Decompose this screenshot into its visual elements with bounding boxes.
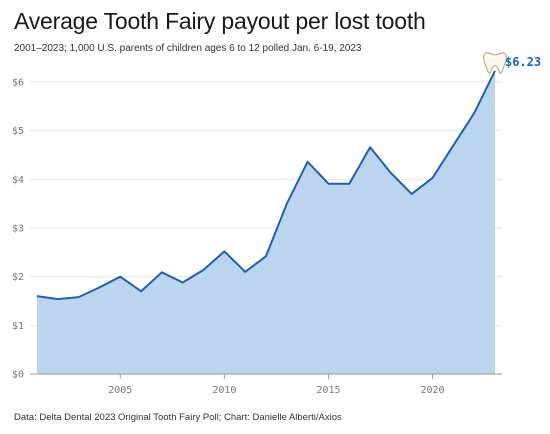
y-tick-label: $6	[12, 78, 24, 89]
y-tick-label: $1	[12, 321, 24, 332]
chart-source: Data: Delta Dental 2023 Original Tooth F…	[14, 412, 342, 423]
x-tick-label: 2020	[420, 385, 444, 396]
y-axis: $0 $1 $2 $3 $4 $5 $6	[12, 78, 24, 381]
x-tick-label: 2010	[212, 385, 236, 396]
chart-subtitle: 2001–2023; 1,000 U.S. parents of childre…	[14, 43, 362, 54]
series-line	[36, 70, 496, 301]
y-tick-label: $5	[12, 126, 24, 137]
y-tick-label: $3	[12, 224, 24, 235]
x-tick-label: 2005	[108, 385, 132, 396]
y-tick-label: $4	[12, 175, 24, 186]
chart-title: Average Tooth Fairy payout per lost toot…	[14, 8, 426, 34]
y-tick-label: $0	[12, 370, 24, 381]
end-value-label: $6.23	[505, 55, 541, 69]
area-fill	[37, 70, 495, 375]
y-tick-label: $2	[12, 272, 24, 283]
end-marker: $6.23	[483, 52, 541, 74]
x-axis: 2005 2010 2015 2020	[108, 374, 445, 396]
x-tick-label: 2015	[316, 385, 340, 396]
tooth-icon	[483, 52, 507, 74]
